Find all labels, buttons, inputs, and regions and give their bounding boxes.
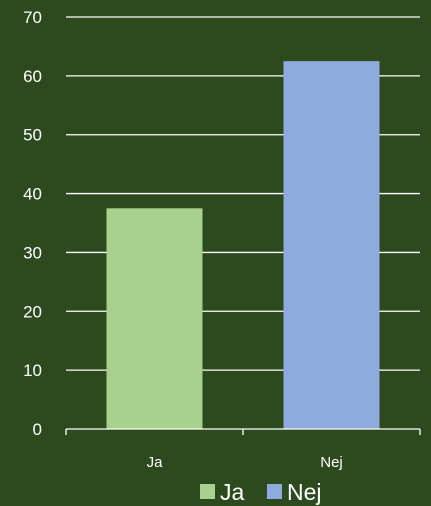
- y-tick-label: 40: [23, 185, 42, 204]
- legend-label: Nej: [287, 479, 322, 505]
- y-tick-label: 10: [23, 361, 42, 380]
- x-axis: [65, 428, 421, 435]
- bar-ja: [106, 208, 203, 429]
- legend-label: Ja: [220, 479, 245, 505]
- bar-nej: [283, 61, 380, 430]
- y-tick-labels: 0 10 20 30 40 50 60 70: [23, 8, 42, 439]
- y-tick-label: 0: [33, 420, 42, 439]
- y-tick-label: 30: [23, 243, 42, 262]
- x-tick-label: Nej: [320, 454, 343, 471]
- legend-swatch-ja: [200, 484, 215, 499]
- y-tick-label: 20: [23, 302, 42, 321]
- x-tick-labels: Ja Nej: [147, 454, 343, 471]
- x-tick-label: Ja: [147, 454, 164, 471]
- y-tick-label: 50: [23, 126, 42, 145]
- y-tick-label: 60: [23, 67, 42, 86]
- bars: [106, 61, 380, 430]
- y-tick-label: 70: [23, 8, 42, 27]
- legend-swatch-nej: [267, 484, 282, 499]
- legend: Ja Nej: [200, 479, 322, 505]
